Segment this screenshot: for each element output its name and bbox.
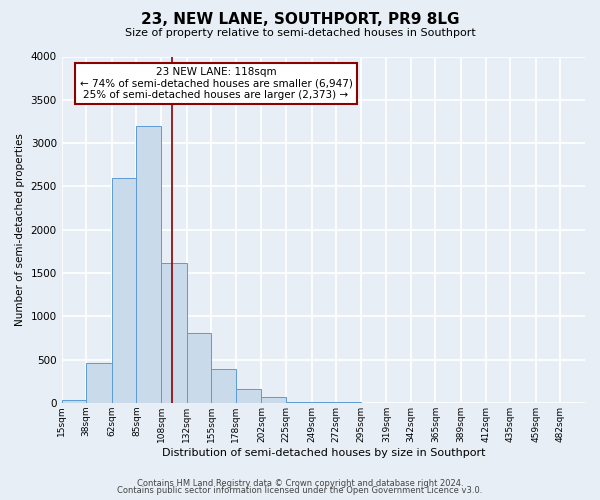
Bar (286, 402, 311, 403)
Bar (187, 332, 211, 403)
Bar (262, 397, 286, 403)
Text: Contains public sector information licensed under the Open Government Licence v3: Contains public sector information licen… (118, 486, 482, 495)
Bar (211, 369, 236, 403)
Bar (86, 363, 112, 403)
Text: 23 NEW LANE: 118sqm
← 74% of semi-detached houses are smaller (6,947)
25% of sem: 23 NEW LANE: 118sqm ← 74% of semi-detach… (80, 67, 352, 100)
X-axis label: Distribution of semi-detached houses by size in Southport: Distribution of semi-detached houses by … (161, 448, 485, 458)
Bar (62, 400, 86, 403)
Bar (236, 389, 262, 403)
Bar (161, 262, 187, 403)
Text: 23, NEW LANE, SOUTHPORT, PR9 8LG: 23, NEW LANE, SOUTHPORT, PR9 8LG (141, 12, 459, 28)
Text: Size of property relative to semi-detached houses in Southport: Size of property relative to semi-detach… (125, 28, 475, 38)
Y-axis label: Number of semi-detached properties: Number of semi-detached properties (15, 133, 25, 326)
Bar (136, 126, 161, 403)
Text: Contains HM Land Registry data © Crown copyright and database right 2024.: Contains HM Land Registry data © Crown c… (137, 478, 463, 488)
Bar (112, 178, 136, 403)
